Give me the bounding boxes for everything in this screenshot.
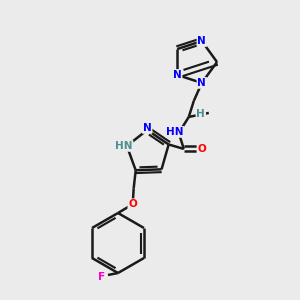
Text: O: O <box>197 144 206 154</box>
Text: H: H <box>196 109 205 119</box>
Text: N: N <box>173 70 182 80</box>
Text: N: N <box>197 78 206 88</box>
Text: HN: HN <box>166 127 184 137</box>
Text: N: N <box>197 36 206 46</box>
Text: N: N <box>143 123 152 133</box>
Text: F: F <box>98 272 106 282</box>
Text: O: O <box>128 199 137 209</box>
Text: HN: HN <box>115 141 133 151</box>
